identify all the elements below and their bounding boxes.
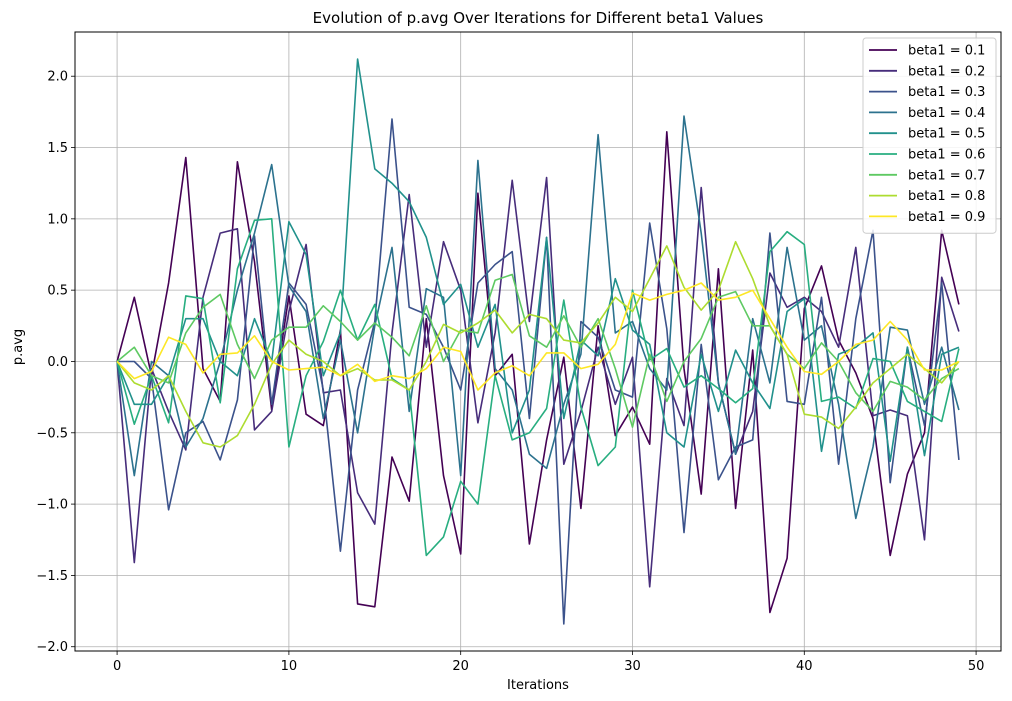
legend: beta1 = 0.1 beta1 = 0.2 beta1 = 0.3 beta1 =… (862, 37, 997, 234)
series-line-8 (116, 240, 960, 448)
legend-label: beta1 = 0.7 (908, 168, 985, 183)
series-line-2 (116, 176, 960, 588)
legend-label: beta1 = 0.5 (908, 127, 985, 142)
y-axis-ticks: −2.0 −1.5 −1.0 −0.5 0.0 0.5 1.0 1.5 2.0 (36, 70, 75, 655)
series-line-4 (116, 115, 960, 520)
legend-box (862, 37, 997, 234)
legend-label: beta1 = 0.2 (908, 64, 985, 79)
y-tick-label: −2.0 (36, 640, 68, 655)
y-axis-label: p.avg (11, 329, 26, 365)
legend-label: beta1 = 0.3 (908, 85, 985, 100)
x-tick-label: 20 (452, 659, 469, 674)
x-axis-label: Iterations (507, 678, 569, 693)
plot-area-frame (74, 31, 1002, 652)
legend-label: beta1 = 0.1 (908, 44, 985, 59)
y-tick-label: 0.5 (47, 284, 68, 299)
y-tick-label: 1.0 (47, 212, 68, 227)
series-line-3 (117, 118, 960, 625)
y-tick-label: −1.5 (36, 569, 68, 584)
x-tick-label: 50 (968, 659, 985, 674)
series-line-7 (116, 273, 960, 428)
x-tick-label: 0 (113, 659, 121, 674)
y-tick-label: 1.5 (47, 141, 68, 156)
x-tick-label: 40 (796, 659, 813, 674)
series-line-9 (116, 282, 960, 391)
x-tick-label: 10 (281, 659, 298, 674)
legend-label: beta1 = 0.8 (908, 189, 985, 204)
y-tick-label: −0.5 (36, 426, 68, 441)
series-lines (116, 58, 960, 625)
x-axis-ticks: 0 10 20 30 40 50 (113, 651, 984, 674)
legend-label: beta1 = 0.9 (908, 210, 985, 225)
chart-title: Evolution of p.avg Over Iterations for D… (313, 9, 764, 27)
legend-label: beta1 = 0.6 (908, 148, 985, 163)
x-tick-label: 30 (624, 659, 641, 674)
series-line-6 (116, 218, 960, 557)
y-tick-label: 0.0 (47, 355, 68, 370)
series-line-1 (116, 131, 960, 614)
y-tick-label: −1.0 (36, 498, 68, 513)
y-tick-label: 2.0 (47, 70, 68, 85)
series-line-5 (116, 58, 960, 463)
legend-label: beta1 = 0.4 (908, 106, 985, 121)
